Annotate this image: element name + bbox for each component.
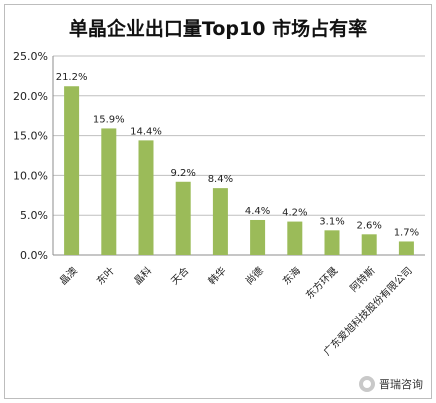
data-label: 3.1%	[319, 216, 344, 227]
x-tick-label: 韩华	[205, 264, 228, 287]
y-tick-label: 5.0%	[20, 209, 48, 222]
x-tick-label: 阿特斯	[347, 264, 377, 294]
bar	[361, 234, 377, 255]
data-label: 15.9%	[93, 114, 125, 125]
bar	[212, 188, 228, 255]
y-tick-label: 0.0%	[20, 249, 48, 262]
wechat-icon	[359, 376, 375, 392]
data-label: 9.2%	[170, 168, 195, 179]
y-tick-label: 10.0%	[13, 169, 48, 182]
bar	[324, 230, 340, 255]
data-label: 4.2%	[282, 208, 307, 219]
data-label: 8.4%	[208, 174, 233, 185]
x-tick-label: 晶澳	[57, 264, 80, 287]
watermark-text: 晋瑞咨询	[379, 378, 423, 391]
bar-chart: 单晶企业出口量Top10 市场占有率 0.0% 5.0% 10.0% 15.0% 20.…	[13, 17, 425, 358]
y-tick-label: 20.0%	[13, 90, 48, 103]
bar	[138, 140, 154, 255]
data-labels: 21.2% 15.9% 14.4% 9.2% 8.4% 4.4% 4.2% 3.1% 2.6% 1…	[56, 72, 419, 238]
x-tick-label: 东海	[280, 264, 303, 287]
bars	[64, 86, 414, 255]
chart-frame: 单晶企业出口量Top10 市场占有率 0.0% 5.0% 10.0% 15.0% 20.…	[4, 4, 432, 399]
x-tick-label: 尚德	[243, 264, 266, 287]
y-axis: 0.0% 5.0% 10.0% 15.0% 20.0% 25.0%	[13, 50, 54, 262]
bar	[287, 221, 303, 255]
data-label: 4.4%	[245, 206, 270, 217]
data-label: 14.4%	[130, 126, 162, 137]
y-tick-label: 15.0%	[13, 130, 48, 143]
data-label: 21.2%	[56, 72, 88, 83]
watermark: 晋瑞咨询	[359, 376, 423, 392]
x-tick-label: 天合	[168, 264, 191, 287]
x-tick-label: 东方环晟	[303, 264, 340, 301]
bar	[64, 86, 80, 255]
y-tick-label: 25.0%	[13, 50, 48, 63]
data-label: 2.6%	[356, 220, 381, 231]
bar	[175, 181, 191, 255]
bar	[398, 241, 414, 255]
bar	[101, 128, 117, 255]
bar	[250, 219, 266, 255]
data-label: 1.7%	[394, 227, 419, 238]
chart-title: 单晶企业出口量Top10 市场占有率	[69, 17, 367, 40]
x-tick-label: 东叶	[94, 264, 117, 287]
x-tick-label: 晶科	[131, 264, 154, 287]
